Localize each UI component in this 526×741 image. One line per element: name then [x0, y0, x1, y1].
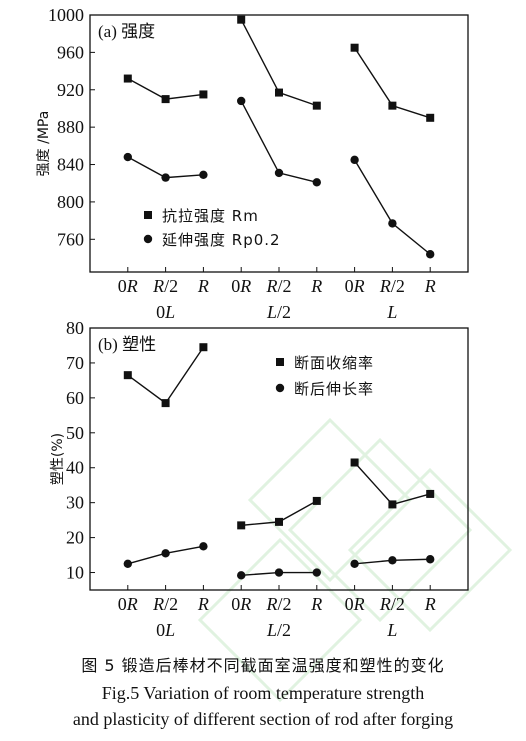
strength-legend-circle	[143, 234, 153, 244]
strength-legend-label: 抗拉强度 Rm	[162, 207, 259, 225]
plasticity-x-tick-label: R	[310, 594, 322, 614]
plasticity-square-point	[275, 517, 283, 526]
strength-y-tick-label: 960	[57, 42, 84, 62]
plasticity-y-tick-label: 70	[66, 353, 84, 373]
strength-circle-point	[388, 219, 397, 228]
strength-group-label: 0L	[156, 302, 175, 322]
plasticity-circle-point	[161, 549, 170, 558]
strength-circle-point	[199, 170, 208, 180]
plasticity-circle-point	[350, 559, 359, 568]
plasticity-circle-point	[426, 555, 435, 564]
plasticity-legend-label: 断后伸长率	[294, 380, 374, 398]
plasticity-group-label: 0L	[156, 620, 175, 640]
strength-y-tick-label: 760	[57, 229, 84, 249]
plasticity-plot-frame	[89, 327, 469, 591]
plasticity-x-tick-label: R	[197, 594, 209, 614]
plasticity-x-tick-label: R	[424, 594, 436, 614]
plasticity-y-tick-label: 10	[66, 563, 84, 583]
plasticity-circle-point	[237, 571, 246, 580]
plasticity-panel: 10 20 30 40 50 60 70 80 0R R/2 R 0R R/2 R 0R R/2 R 0L L/2 L…	[50, 318, 469, 640]
plasticity-x-tick-label: R/2	[152, 594, 178, 614]
plasticity-circle-point	[388, 556, 397, 565]
strength-x-tick-label: R/2	[379, 276, 405, 296]
strength-x-tick-label: R	[310, 276, 322, 296]
plasticity-square-point	[426, 489, 435, 498]
plasticity-square-point	[388, 500, 397, 509]
strength-square-point	[426, 113, 435, 122]
strength-series-line	[353, 159, 431, 255]
plasticity-square-point	[199, 343, 208, 352]
plasticity-legend-square	[276, 358, 284, 366]
strength-y-tick-label: 920	[57, 80, 84, 100]
plasticity-group-label: L	[386, 620, 397, 640]
plasticity-circle-point	[199, 542, 208, 551]
strength-x-tick-label: R	[424, 276, 436, 296]
strength-y-tick-label: 800	[57, 192, 84, 212]
plasticity-square-point	[237, 521, 246, 530]
strength-legend-label: 延伸强度 Rp0.2	[162, 231, 281, 249]
plasticity-square-point	[312, 496, 321, 505]
strength-circle-point	[237, 96, 246, 106]
plasticity-x-tick-label: R/2	[379, 594, 405, 614]
plasticity-square-point	[350, 458, 359, 467]
strength-y-tick-label: 1000	[48, 5, 84, 25]
strength-panel: 760 800 840 880 920 960 1000 0R R/2 R 0R R/2 R 0R R/2 R…	[36, 5, 469, 322]
plasticity-legend-circle	[275, 383, 285, 393]
strength-square-point	[275, 88, 283, 97]
strength-x-tick-label: R	[197, 276, 209, 296]
strength-circle-point	[350, 155, 359, 165]
strength-y-tick-label: 880	[57, 117, 84, 137]
plasticity-x-tick-label: 0R	[118, 594, 138, 614]
plasticity-panel-label: (b) 塑性	[98, 335, 156, 354]
plasticity-y-tick-label: 30	[66, 493, 84, 513]
strength-square-point	[123, 74, 132, 83]
strength-circle-point	[426, 250, 435, 259]
plasticity-y-tick-label: 50	[66, 423, 84, 443]
caption-english-line2: and plasticity of different section of r…	[72, 709, 454, 729]
caption-english-line1: Fig.5 Variation of room temperature stre…	[101, 683, 425, 703]
strength-panel-label: (a) 强度	[98, 22, 155, 41]
strength-square-point	[237, 15, 246, 24]
strength-circle-point	[274, 168, 284, 178]
strength-circle-point	[123, 152, 132, 162]
plasticity-series-line	[127, 346, 204, 405]
strength-y-tick-label: 840	[57, 155, 84, 175]
strength-square-point	[161, 95, 170, 104]
strength-group-label: L/2	[266, 302, 291, 322]
strength-x-tick-label: 0R	[118, 276, 138, 296]
plasticity-square-point	[161, 399, 170, 408]
plasticity-legend-label: 断面收缩率	[294, 354, 374, 372]
plasticity-square-point	[123, 371, 132, 380]
plasticity-circle-point	[274, 568, 284, 577]
plasticity-y-tick-label: 40	[66, 458, 84, 478]
plasticity-x-tick-label: 0R	[345, 594, 365, 614]
strength-square-point	[312, 101, 321, 110]
plasticity-y-tick-label: 20	[66, 528, 84, 548]
strength-x-tick-label: R/2	[152, 276, 178, 296]
plasticity-circle-point	[123, 559, 132, 568]
plasticity-group-label: L/2	[266, 620, 291, 640]
strength-square-point	[388, 101, 397, 110]
strength-square-point	[350, 43, 359, 52]
plasticity-y-axis-title: 塑性(%)	[50, 433, 66, 485]
strength-square-point	[199, 90, 208, 99]
caption-chinese: 图 5 锻造后棒材不同截面室温强度和塑性的变化	[81, 656, 445, 675]
strength-x-tick-label: 0R	[345, 276, 365, 296]
strength-x-tick-label: R/2	[265, 276, 291, 296]
plasticity-y-tick-label: 80	[66, 318, 84, 338]
strength-y-axis-title: 强度 /MPa	[36, 111, 52, 177]
plasticity-x-tick-label: 0R	[231, 594, 251, 614]
strength-legend-square	[144, 211, 152, 219]
strength-group-label: L	[386, 302, 397, 322]
strength-circle-point	[312, 178, 321, 187]
strength-x-tick-label: 0R	[231, 276, 251, 296]
plasticity-circle-point	[312, 568, 321, 577]
plasticity-x-tick-label: R/2	[265, 594, 291, 614]
plasticity-y-tick-label: 60	[66, 388, 84, 408]
strength-circle-point	[161, 173, 170, 182]
